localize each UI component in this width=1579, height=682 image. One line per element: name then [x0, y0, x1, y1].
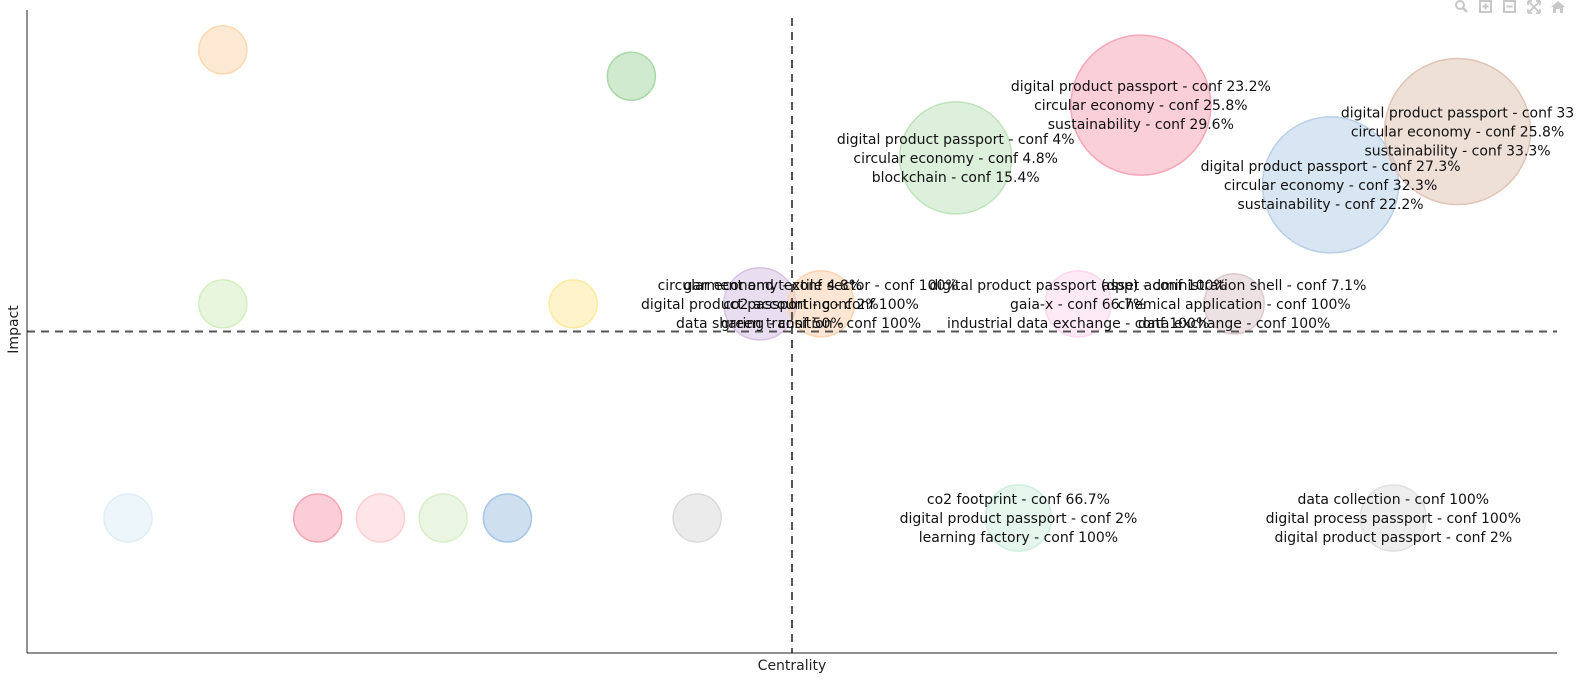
- bubble-19-label-2: digital product passport - conf 2%: [900, 511, 1138, 527]
- bubble-12-label-3: sustainability - conf 29.6%: [1048, 117, 1234, 133]
- bubble-17[interactable]: [1044, 270, 1112, 338]
- bubble-12[interactable]: [1070, 34, 1212, 176]
- bubble-1[interactable]: [198, 25, 248, 75]
- bubble-18[interactable]: [1203, 273, 1265, 335]
- bubble-15-label-1: circular economy - conf 4.8%: [658, 278, 863, 294]
- bubble-11-label-2: circular economy - conf 4.8%: [853, 151, 1058, 167]
- bubble-14[interactable]: [1383, 57, 1532, 206]
- bubble-11[interactable]: [898, 101, 1013, 215]
- bubble-17-label-3: industrial data exchange - conf 100%: [947, 316, 1209, 332]
- bubble-17-label-2: gaia-x - conf 66.7%: [1010, 297, 1146, 313]
- bubble-9[interactable]: [482, 493, 533, 543]
- bubble-20-label-3: digital product passport - conf 2%: [1274, 530, 1512, 546]
- bubble-19-label-1: co2 footprint - conf 66.7%: [927, 492, 1110, 508]
- bubble-16-label-2: co2 accounting - conf 100%: [723, 297, 919, 313]
- zoom-icon[interactable]: [1453, 0, 1471, 14]
- bubble-18-label-1: asset administration shell - conf 7.1%: [1102, 278, 1366, 294]
- bubble-12-label-2: circular economy - conf 25.8%: [1034, 98, 1247, 114]
- bubble-13-label-1: digital product passport - conf 27.3%: [1201, 159, 1461, 175]
- bubble-2[interactable]: [606, 51, 657, 101]
- bubble-14-label-2: circular economy - conf 25.8%: [1351, 125, 1564, 141]
- bubbles-layer: [103, 25, 1532, 552]
- bubble-11-label-1: digital product passport - conf 4%: [837, 132, 1075, 148]
- bubble-20[interactable]: [1359, 484, 1428, 552]
- bubble-20-label-2: digital process passport - conf 100%: [1266, 511, 1521, 527]
- bubble-8[interactable]: [418, 493, 468, 543]
- bubble-6[interactable]: [292, 493, 343, 543]
- bubble-10[interactable]: [672, 493, 722, 543]
- chart-toolbar: [1453, 0, 1567, 14]
- bubble-13-label-3: sustainability - conf 22.2%: [1237, 197, 1423, 213]
- bubble-14-label-3: sustainability - conf 33.3%: [1364, 144, 1550, 160]
- bubble-16-label-3: green transition - conf 100%: [721, 316, 921, 332]
- zoom-out-icon[interactable]: [1501, 0, 1519, 14]
- bubble-3[interactable]: [198, 279, 248, 329]
- bubble-5[interactable]: [103, 493, 153, 543]
- reset-axes-icon[interactable]: [1549, 0, 1567, 14]
- bubble-19[interactable]: [984, 484, 1053, 552]
- bubble-12-label-1: digital product passport - conf 23.2%: [1011, 79, 1271, 95]
- bubble-19-label-3: learning factory - conf 100%: [919, 530, 1118, 546]
- bubble-16-label-1: garment and textile sector - conf 100%: [683, 278, 958, 294]
- bubble-4[interactable]: [548, 279, 598, 329]
- bubble-17-label-1: digital product passport (dpp) - conf 10…: [929, 278, 1227, 294]
- bubble-7[interactable]: [355, 493, 406, 543]
- bubble-15-label-2: digital product passport - conf 2%: [641, 297, 879, 313]
- bubble-18-label-3: data exchange - conf 100%: [1138, 316, 1330, 332]
- bubble-13-label-2: circular economy - conf 32.3%: [1224, 178, 1437, 194]
- bubble-20-label-1: data collection - conf 100%: [1297, 492, 1489, 508]
- x-axis-title: Centrality: [758, 658, 827, 674]
- labels-layer: digital product passport - conf 4% circul…: [641, 79, 1574, 546]
- autoscale-icon[interactable]: [1525, 0, 1543, 14]
- y-axis-title: Impact: [6, 305, 22, 354]
- bubble-14-label-1: digital product passport - conf 33: [1341, 106, 1574, 122]
- bubble-11-label-3: blockchain - conf 15.4%: [872, 170, 1040, 186]
- bubble-13[interactable]: [1261, 116, 1400, 254]
- zoom-in-icon[interactable]: [1477, 0, 1495, 14]
- bubble-15-label-3: data sharing - conf 50%: [676, 316, 844, 332]
- bubble-16[interactable]: [787, 270, 855, 338]
- bubble-18-label-2: chemical application - conf 100%: [1118, 297, 1351, 313]
